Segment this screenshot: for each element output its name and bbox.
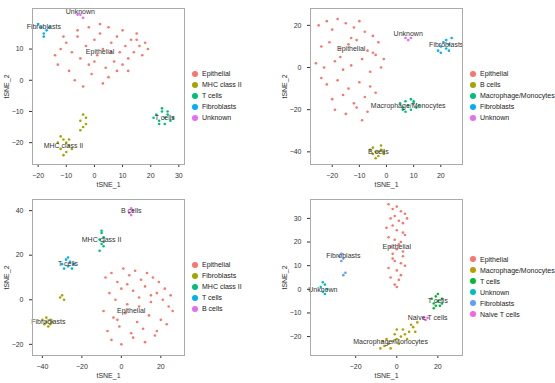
svg-text:tSNE_1: tSNE_1 — [96, 371, 120, 379]
svg-text:Fibroblasts: Fibroblasts — [429, 40, 464, 47]
svg-text:tSNE_2: tSNE_2 — [3, 74, 11, 98]
svg-text:tSNE_1: tSNE_1 — [374, 371, 398, 379]
svg-text:tSNE_1: tSNE_1 — [96, 180, 120, 188]
svg-text:20: 20 — [157, 363, 165, 370]
html-text:Fibroblasts: Fibroblasts — [202, 103, 237, 110]
svg-text:T cells: T cells — [428, 297, 449, 304]
svg-text:Fibroblasts: Fibroblasts — [326, 252, 361, 259]
html-text:Fibroblasts: Fibroblasts — [480, 299, 515, 307]
svg-text:tSNE_2: tSNE_2 — [281, 265, 289, 289]
html-text:Epithelial: Epithelial — [480, 255, 509, 263]
svg-text:−20: −20 — [32, 172, 44, 179]
svg-text:Macrophage/Monocytes: Macrophage/Monocytes — [353, 337, 428, 345]
svg-text:−10: −10 — [60, 172, 72, 179]
html-text:MHC class II: MHC class II — [202, 81, 242, 88]
svg-text:Unknown: Unknown — [308, 285, 337, 292]
svg-text:Epithelial: Epithelial — [383, 243, 412, 251]
svg-text:0: 0 — [20, 296, 24, 303]
svg-text:−40: −40 — [36, 363, 48, 370]
html-text:Epithelial: Epithelial — [202, 261, 231, 268]
svg-text:20: 20 — [434, 363, 442, 370]
svg-text:−20: −20 — [290, 332, 302, 339]
html-text:T cells: T cells — [202, 294, 223, 301]
svg-text:30: 30 — [294, 214, 302, 221]
svg-text:40: 40 — [16, 206, 24, 213]
html-text:Naive T cells: Naive T cells — [480, 310, 520, 318]
svg-text:B cells: B cells — [368, 148, 389, 155]
svg-text:−40: −40 — [290, 148, 302, 155]
svg-text:−10: −10 — [353, 172, 365, 179]
html-text:Fibroblasts: Fibroblasts — [202, 272, 237, 279]
svg-text:Fibroblasts: Fibroblasts — [27, 23, 62, 30]
svg-text:20: 20 — [16, 251, 24, 258]
html-text:Epithelial: Epithelial — [202, 70, 231, 77]
html-text:Unknown: Unknown — [202, 114, 232, 121]
html-text:Fibroblasts: Fibroblasts — [480, 103, 515, 110]
svg-text:20: 20 — [294, 21, 302, 28]
svg-text:−20: −20 — [76, 363, 88, 370]
svg-text:10: 10 — [16, 45, 24, 52]
svg-text:Epithelial: Epithelial — [86, 48, 115, 56]
svg-text:−20: −20 — [326, 172, 338, 179]
html-text:B cells: B cells — [202, 305, 223, 312]
svg-text:0: 0 — [298, 63, 302, 70]
svg-text:0: 0 — [395, 363, 399, 370]
svg-text:tSNE_1: tSNE_1 — [374, 180, 398, 188]
html-text:MHC class II: MHC class II — [202, 283, 242, 290]
svg-text:10: 10 — [294, 261, 302, 268]
svg-text:Naive T cells: Naive T cells — [408, 313, 448, 320]
svg-text:−20: −20 — [290, 105, 302, 112]
svg-text:MHC class II: MHC class II — [44, 142, 84, 149]
html-text:Macrophage/Monocytes: Macrophage/Monocytes — [480, 266, 555, 274]
html-text:T cells: T cells — [480, 277, 501, 285]
svg-text:20: 20 — [437, 172, 445, 179]
svg-text:10: 10 — [410, 172, 418, 179]
svg-text:−20: −20 — [12, 340, 24, 347]
html-text:B cells: B cells — [480, 81, 501, 88]
svg-text:Epithelial: Epithelial — [337, 44, 366, 52]
svg-text:0: 0 — [119, 363, 123, 370]
svg-text:20: 20 — [147, 172, 155, 179]
svg-text:tSNE_2: tSNE_2 — [281, 74, 289, 98]
svg-text:tSNE_2: tSNE_2 — [3, 265, 11, 289]
svg-text:0: 0 — [298, 285, 302, 292]
svg-text:Fibroblasts: Fibroblasts — [31, 318, 66, 325]
svg-text:MHC class II: MHC class II — [82, 235, 122, 242]
svg-text:0: 0 — [20, 76, 24, 83]
html-text:Unknown: Unknown — [480, 114, 510, 121]
svg-text:10: 10 — [119, 172, 127, 179]
svg-text:−20: −20 — [12, 138, 24, 145]
svg-text:−10: −10 — [12, 107, 24, 114]
svg-text:−20: −20 — [350, 363, 362, 370]
svg-text:0: 0 — [385, 172, 389, 179]
svg-text:20: 20 — [294, 238, 302, 245]
html-text:Unknown: Unknown — [480, 288, 510, 296]
svg-text:T cells: T cells — [58, 260, 79, 267]
svg-text:30: 30 — [175, 172, 183, 179]
html-text:Epithelial: Epithelial — [480, 70, 509, 77]
svg-text:Epithelial: Epithelial — [117, 307, 146, 315]
svg-text:0: 0 — [92, 172, 96, 179]
svg-text:Unknown: Unknown — [65, 7, 95, 15]
html-text:T cells: T cells — [202, 92, 223, 99]
svg-text:T cells: T cells — [155, 113, 176, 120]
html-text:Macrophage/Monocytes: Macrophage/Monocytes — [480, 92, 555, 99]
svg-text:Macrophage/Monocytes: Macrophage/Monocytes — [371, 101, 446, 109]
svg-text:−10: −10 — [290, 309, 302, 316]
svg-text:Unknown: Unknown — [394, 30, 423, 37]
svg-text:B cells: B cells — [121, 206, 142, 213]
